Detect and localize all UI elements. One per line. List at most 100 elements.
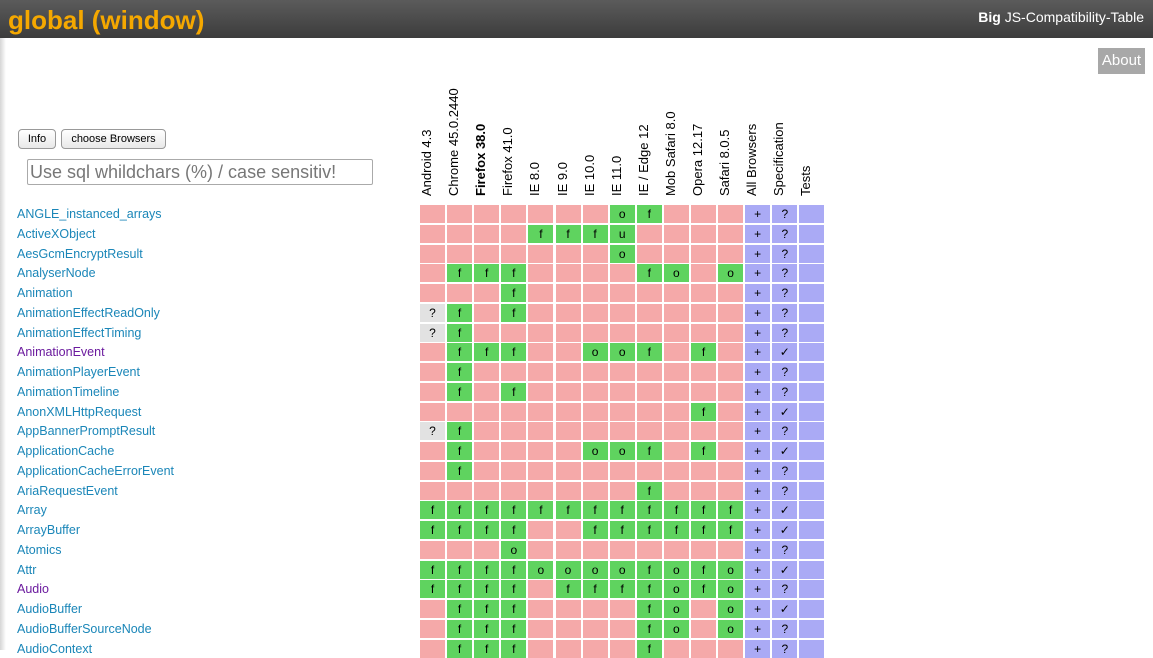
table-cell[interactable] — [799, 521, 825, 539]
table-cell[interactable]: f — [447, 363, 473, 381]
table-cell[interactable] — [718, 244, 744, 263]
table-cell[interactable] — [799, 303, 825, 322]
table-cell[interactable] — [609, 264, 635, 283]
table-cell[interactable]: f — [718, 501, 744, 520]
table-cell[interactable] — [447, 244, 473, 263]
table-cell[interactable]: o — [663, 619, 689, 638]
table-cell[interactable]: f — [501, 303, 527, 322]
table-cell[interactable]: f — [501, 264, 527, 283]
table-cell[interactable] — [663, 639, 689, 658]
table-cell[interactable]: + — [745, 422, 771, 441]
table-cell[interactable]: o — [718, 264, 744, 283]
row-name-link[interactable]: AudioBuffer — [17, 602, 83, 616]
table-cell[interactable]: f — [528, 224, 554, 243]
table-cell[interactable]: + — [745, 521, 771, 539]
table-cell[interactable] — [528, 481, 554, 500]
row-name-link[interactable]: Animation — [17, 286, 73, 300]
table-cell[interactable] — [582, 619, 608, 638]
table-cell[interactable]: f — [528, 501, 554, 520]
table-cell[interactable] — [501, 481, 527, 500]
table-cell[interactable] — [582, 264, 608, 283]
table-cell[interactable] — [528, 580, 554, 599]
table-cell[interactable]: f — [609, 501, 635, 520]
table-cell[interactable]: f — [447, 303, 473, 322]
table-cell[interactable]: o — [663, 560, 689, 579]
table-cell[interactable] — [799, 363, 825, 381]
table-cell[interactable] — [636, 303, 662, 322]
table-cell[interactable]: + — [745, 501, 771, 520]
table-cell[interactable]: f — [447, 501, 473, 520]
table-cell[interactable] — [609, 382, 635, 401]
table-cell[interactable] — [799, 442, 825, 460]
table-cell[interactable] — [663, 481, 689, 500]
table-cell[interactable] — [582, 422, 608, 441]
row-name-link[interactable]: AnimationEffectTiming — [17, 325, 142, 340]
table-cell[interactable] — [582, 461, 608, 480]
table-cell[interactable] — [636, 382, 662, 401]
table-cell[interactable] — [555, 481, 581, 500]
table-cell[interactable] — [691, 264, 716, 283]
table-cell[interactable]: ? — [420, 303, 445, 322]
row-name-link[interactable]: AudioBufferSourceNode — [17, 621, 152, 636]
table-cell[interactable] — [420, 363, 445, 381]
table-cell[interactable]: + — [745, 560, 771, 579]
table-cell[interactable] — [799, 639, 825, 658]
table-cell[interactable] — [636, 284, 662, 302]
table-cell[interactable]: ? — [772, 264, 798, 283]
table-cell[interactable]: ✓ — [772, 521, 798, 539]
table-cell[interactable]: f — [501, 284, 527, 302]
table-cell[interactable] — [718, 323, 744, 342]
table-cell[interactable] — [799, 461, 825, 480]
table-cell[interactable] — [528, 540, 554, 559]
table-cell[interactable] — [636, 363, 662, 381]
table-cell[interactable]: f — [501, 580, 527, 599]
table-cell[interactable]: f — [501, 639, 527, 658]
table-cell[interactable]: ✓ — [772, 402, 798, 421]
row-name-link[interactable]: AppBannerPromptResult — [17, 424, 156, 439]
table-cell[interactable]: ? — [420, 422, 445, 441]
table-cell[interactable]: f — [420, 521, 445, 539]
table-cell[interactable] — [528, 639, 554, 658]
table-cell[interactable] — [799, 501, 825, 520]
table-cell[interactable] — [474, 481, 500, 500]
table-cell[interactable] — [474, 363, 500, 381]
table-cell[interactable] — [420, 461, 445, 480]
table-cell[interactable] — [718, 481, 744, 500]
table-cell[interactable] — [474, 224, 500, 243]
table-cell[interactable]: f — [582, 521, 608, 539]
table-cell[interactable]: f — [636, 580, 662, 599]
table-cell[interactable]: ? — [772, 481, 798, 500]
table-cell[interactable] — [528, 363, 554, 381]
table-cell[interactable]: + — [745, 205, 771, 223]
table-cell[interactable]: f — [474, 600, 500, 618]
table-cell[interactable]: f — [447, 442, 473, 460]
table-cell[interactable]: f — [582, 501, 608, 520]
table-cell[interactable]: f — [582, 224, 608, 243]
table-cell[interactable]: f — [501, 600, 527, 618]
table-cell[interactable] — [663, 284, 689, 302]
table-cell[interactable]: f — [474, 619, 500, 638]
table-cell[interactable] — [609, 639, 635, 658]
table-cell[interactable]: o — [718, 560, 744, 579]
search-input[interactable]: Use sql whildchars (%) / case sensitiv! — [27, 159, 373, 185]
table-cell[interactable] — [528, 205, 554, 223]
table-cell[interactable] — [799, 323, 825, 342]
table-cell[interactable] — [474, 323, 500, 342]
table-cell[interactable] — [474, 422, 500, 441]
table-cell[interactable] — [636, 323, 662, 342]
info-button[interactable]: Info — [18, 129, 56, 149]
table-cell[interactable]: ? — [772, 244, 798, 263]
table-cell[interactable] — [474, 205, 500, 223]
table-cell[interactable]: + — [745, 303, 771, 322]
table-cell[interactable]: o — [609, 560, 635, 579]
table-cell[interactable] — [420, 205, 445, 223]
table-cell[interactable] — [691, 540, 716, 559]
table-cell[interactable]: + — [745, 461, 771, 480]
table-cell[interactable]: f — [691, 442, 716, 460]
table-cell[interactable] — [420, 343, 445, 362]
table-cell[interactable] — [582, 205, 608, 223]
table-cell[interactable]: f — [691, 343, 716, 362]
table-cell[interactable] — [691, 205, 716, 223]
table-cell[interactable] — [528, 521, 554, 539]
table-cell[interactable]: ? — [772, 422, 798, 441]
